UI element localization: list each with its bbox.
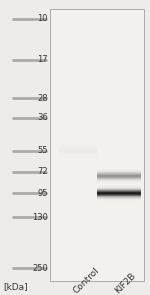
FancyBboxPatch shape: [50, 9, 144, 281]
Text: 130: 130: [32, 213, 48, 222]
Text: 36: 36: [37, 114, 48, 122]
Text: [kDa]: [kDa]: [3, 282, 27, 291]
Text: 55: 55: [37, 146, 48, 155]
Text: 72: 72: [37, 167, 48, 176]
Text: KIF2B: KIF2B: [113, 271, 137, 295]
Text: 17: 17: [37, 55, 48, 64]
Text: Control: Control: [72, 266, 101, 295]
Text: 10: 10: [37, 14, 48, 23]
Text: 95: 95: [37, 189, 48, 198]
Text: 250: 250: [32, 264, 48, 273]
Text: 28: 28: [37, 94, 48, 103]
